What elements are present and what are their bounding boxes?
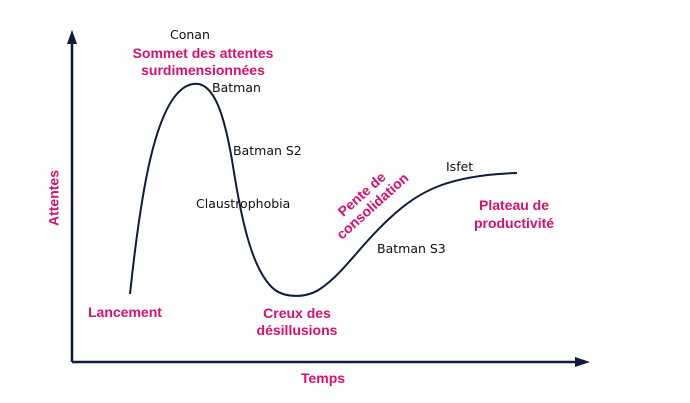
phase-launch: Lancement bbox=[88, 304, 162, 320]
phase-peak-line1: Sommet des attentes bbox=[132, 45, 274, 61]
x-axis-arrow bbox=[575, 357, 590, 367]
item-conan: Conan bbox=[170, 27, 210, 42]
phase-plateau-line1: Plateau de bbox=[478, 197, 550, 213]
item-claustrophobia: Claustrophobia bbox=[196, 196, 291, 211]
phase-trough: Creux des désillusions bbox=[257, 305, 338, 339]
y-axis-arrow bbox=[67, 30, 77, 44]
phase-peak: Sommet des attentes surdimensionnées bbox=[133, 45, 274, 79]
phase-plateau-line2: productivité bbox=[473, 215, 555, 231]
phase-trough-line2: désillusions bbox=[256, 322, 338, 338]
x-axis-label: Temps bbox=[300, 370, 346, 386]
item-batman: Batman bbox=[212, 80, 261, 95]
item-batman-s2: Batman S2 bbox=[233, 143, 302, 158]
phase-plateau: Plateau de productivité bbox=[474, 196, 554, 232]
item-batman-s3: Batman S3 bbox=[377, 241, 446, 256]
phase-trough-line1: Creux des bbox=[263, 305, 331, 321]
hype-curve bbox=[129, 82, 518, 297]
phase-peak-line2: surdimensionnées bbox=[141, 62, 265, 78]
item-isfet: Isfet bbox=[446, 159, 474, 174]
y-axis-label: Attentes bbox=[45, 169, 62, 227]
